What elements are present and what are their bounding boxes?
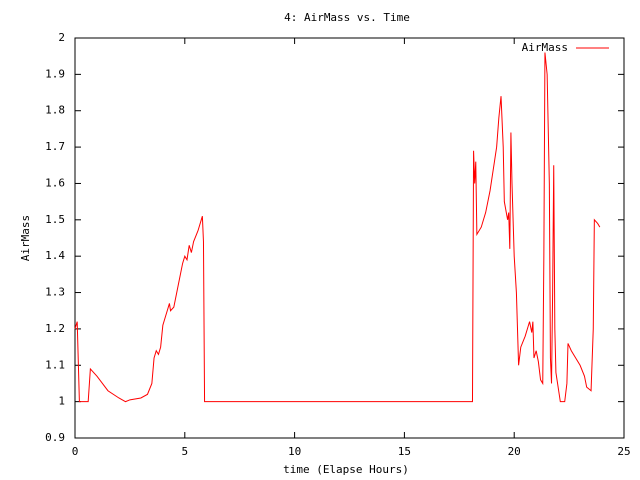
y-tick-label: 1.5 [45, 213, 65, 226]
y-tick-label: 1.2 [45, 322, 65, 335]
x-tick-label: 15 [398, 445, 411, 458]
y-tick-label: 1.1 [45, 358, 65, 371]
x-tick-label: 5 [181, 445, 188, 458]
y-tick-label: 2 [58, 31, 65, 44]
x-axis-label: time (Elapse Hours) [283, 463, 409, 476]
y-tick-label: 0.9 [45, 431, 65, 444]
data-line [74, 52, 601, 403]
x-tick-label: 25 [617, 445, 630, 458]
y-tick-label: 1.9 [45, 67, 65, 80]
y-tick-label: 1.7 [45, 140, 65, 153]
y-tick-label: 1.3 [45, 286, 65, 299]
chart-title: 4: AirMass vs. Time [284, 11, 410, 24]
x-tick-label: 20 [508, 445, 521, 458]
y-tick-label: 1.8 [45, 104, 65, 117]
y-tick-label: 1.4 [45, 249, 65, 262]
y-tick-label: 1 [58, 395, 65, 408]
legend-label: AirMass [522, 41, 568, 54]
y-axis-label: AirMass [19, 215, 32, 261]
x-tick-label: 0 [72, 445, 79, 458]
x-tick-label: 10 [288, 445, 301, 458]
plot-frame [74, 37, 625, 439]
y-tick-label: 1.6 [45, 176, 65, 189]
